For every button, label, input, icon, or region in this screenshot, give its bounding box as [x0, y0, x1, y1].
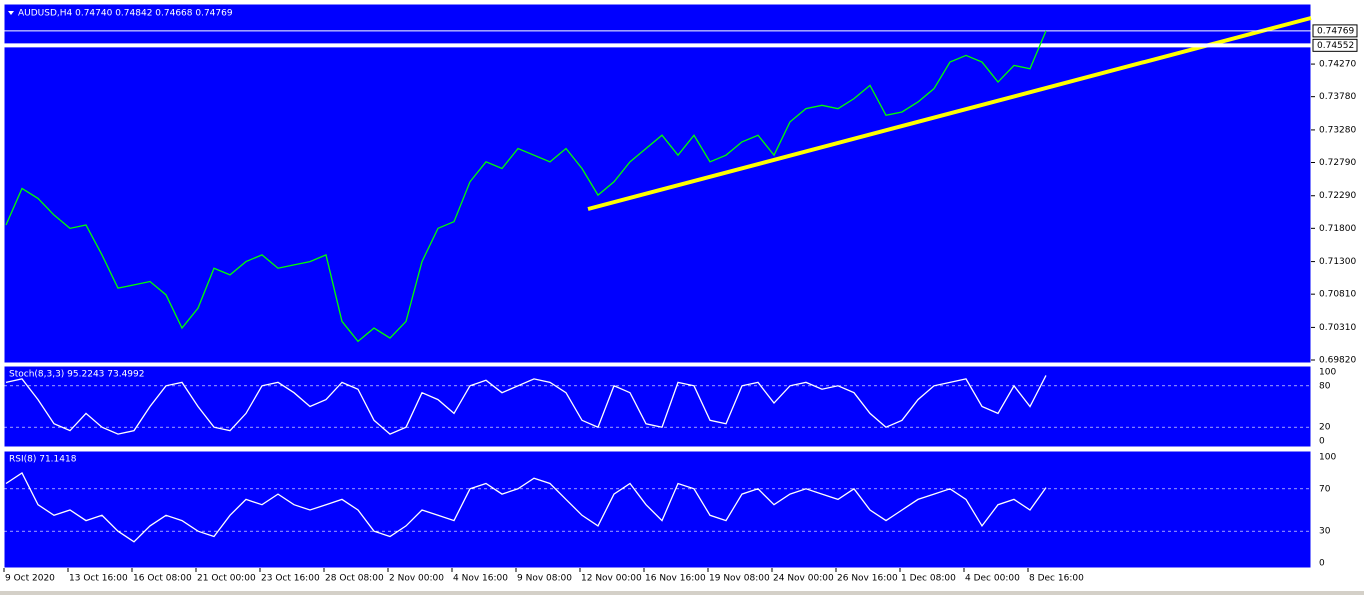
- date-label: 1 Dec 08:00: [901, 574, 956, 584]
- symbol-header: AUDUSD,H4 0.74740 0.74842 0.74668 0.7476…: [18, 9, 233, 19]
- price-tick-label: 0.72290: [1319, 191, 1356, 201]
- price-panel: [3, 3, 1312, 364]
- menu-arrow: [8, 11, 14, 15]
- rsi-tick-label: 70: [1319, 484, 1331, 494]
- price-tick-label: 0.71800: [1319, 224, 1356, 234]
- date-label: 16 Nov 16:00: [645, 574, 706, 584]
- stoch-panel: [3, 365, 1312, 448]
- date-label: 13 Oct 16:00: [69, 574, 128, 584]
- date-label: 4 Nov 16:00: [453, 574, 508, 584]
- stoch-tick-label: 80: [1319, 381, 1331, 391]
- date-label: 9 Oct 2020: [5, 574, 55, 584]
- price-tick-label: 0.70810: [1319, 290, 1356, 300]
- price-line: [5, 30, 1047, 343]
- rsi-tick-label: 0: [1319, 559, 1325, 569]
- date-label: 23 Oct 16:00: [261, 574, 320, 584]
- price-tick-label: 0.69820: [1319, 356, 1356, 366]
- stoch-label: Stoch(8,3,3) 95.2243 73.4992: [9, 370, 144, 380]
- price-level-box: [1312, 24, 1358, 38]
- stoch-tick-label: 0: [1319, 437, 1325, 447]
- date-label: 21 Oct 00:00: [197, 574, 256, 584]
- price-tick-label: 0.74270: [1319, 60, 1356, 70]
- date-label: 9 Nov 08:00: [517, 574, 572, 584]
- rsi-tick-label: 30: [1319, 527, 1331, 537]
- price-tick-label: 0.72790: [1319, 158, 1356, 168]
- date-label: 8 Dec 16:00: [1029, 574, 1084, 584]
- price-level-box: [1312, 38, 1358, 52]
- stoch-tick-label: 100: [1319, 368, 1336, 378]
- date-label: 24 Nov 00:00: [773, 574, 834, 584]
- price-tick-label: 0.71300: [1319, 257, 1356, 267]
- date-label: 12 Nov 00:00: [581, 574, 642, 584]
- price-level-label: 0.74769: [1317, 26, 1354, 36]
- trend-line: [587, 16, 1312, 211]
- stoch-tick-label: 20: [1319, 423, 1331, 433]
- date-label: 19 Nov 08:00: [709, 574, 770, 584]
- price-tick-label: 0.73780: [1319, 92, 1356, 102]
- price-tick-label: 0.70310: [1319, 323, 1356, 333]
- date-label: 4 Dec 00:00: [965, 574, 1020, 584]
- rsi-label: RSI(8) 71.1418: [9, 455, 77, 465]
- rsi-panel: [3, 450, 1312, 569]
- price-level-label: 0.74552: [1317, 41, 1354, 51]
- rsi-line: [5, 471, 1047, 543]
- date-label: 2 Nov 00:00: [389, 574, 444, 584]
- stoch-line: [5, 375, 1047, 435]
- price-tick-label: 0.73280: [1319, 125, 1356, 135]
- date-label: 28 Oct 08:00: [325, 574, 384, 584]
- date-label: 16 Oct 08:00: [133, 574, 192, 584]
- date-label: 26 Nov 16:00: [837, 574, 898, 584]
- rsi-tick-label: 100: [1319, 453, 1336, 463]
